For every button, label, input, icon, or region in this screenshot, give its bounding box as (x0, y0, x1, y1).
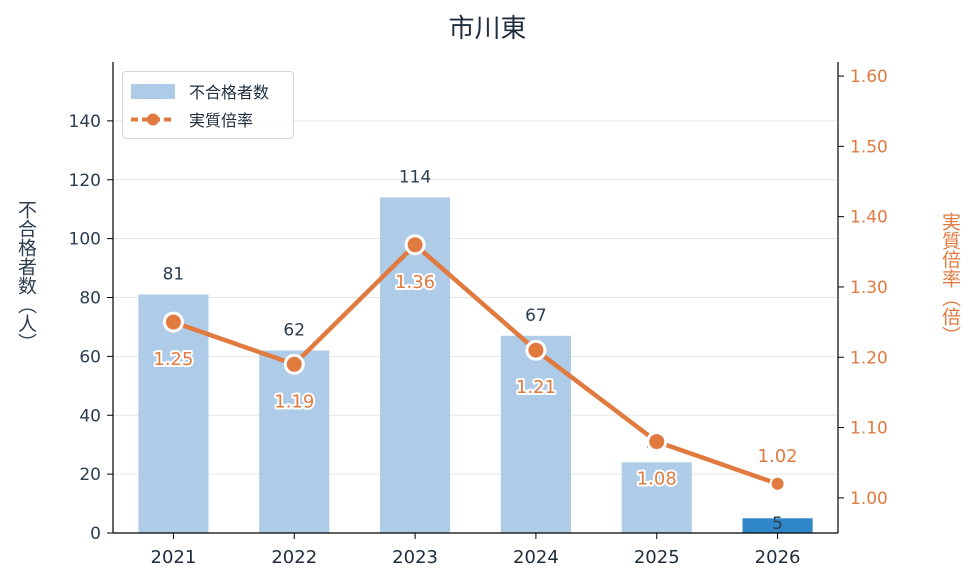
bar-value-label: 67 (525, 306, 547, 326)
y-tick-label: 80 (79, 289, 101, 309)
y2-tick-label: 1.60 (850, 67, 888, 87)
y2-tick-label: 1.40 (850, 208, 888, 228)
legend-line-label: 実質倍率 (189, 111, 254, 130)
y-tick-label: 60 (79, 347, 101, 367)
ratio-marker (525, 339, 547, 361)
bar-value-label: 62 (283, 320, 305, 340)
legend-bar-swatch (131, 83, 175, 99)
ratio-marker (646, 431, 668, 453)
legend-line-swatch (131, 112, 175, 127)
y-tick-label: 0 (90, 524, 101, 544)
y2-tick-label: 1.30 (850, 278, 888, 298)
ratio-marker (404, 234, 426, 256)
ratio-value-label: 1.25 (153, 349, 193, 370)
bar (138, 294, 209, 533)
ratio-value-label: 1.21 (516, 377, 556, 398)
bar-value-label: 5 (772, 514, 783, 534)
bar (742, 518, 813, 533)
legend: 不合格者数 実質倍率 (122, 71, 294, 139)
bar-value-label: 114 (399, 167, 431, 187)
y-axis-right-label: 実質倍率（倍） (939, 212, 961, 345)
y-tick-label: 140 (69, 112, 101, 132)
ratio-marker (769, 475, 786, 492)
ratio-value-label: 1.36 (395, 272, 435, 293)
x-tick-label: 2026 (755, 547, 801, 568)
x-tick-label: 2023 (392, 547, 438, 568)
bar (621, 462, 692, 533)
ratio-value-label: 1.08 (637, 469, 677, 490)
ratio-value-label: 1.19 (274, 391, 314, 412)
y2-tick-label: 1.00 (850, 489, 888, 509)
bar (259, 350, 330, 533)
bar-value-label: 81 (163, 265, 185, 285)
legend-item-line: 実質倍率 (131, 107, 253, 131)
legend-bar-label: 不合格者数 (189, 83, 270, 102)
x-tick-label: 2024 (513, 547, 559, 568)
ratio-marker (162, 311, 184, 333)
x-tick-label: 2021 (151, 547, 197, 568)
chart-title: 市川東 (448, 14, 527, 44)
x-tick-label: 2022 (271, 547, 317, 568)
y-tick-label: 40 (79, 406, 101, 426)
ratio-line (172, 242, 779, 486)
y2-tick-label: 1.50 (850, 137, 888, 157)
legend-item-bar: 不合格者数 (131, 79, 269, 103)
y-tick-label: 20 (79, 465, 101, 485)
ratio-marker (283, 353, 305, 375)
y-axis-left-label: 不合格者数（人） (15, 200, 37, 352)
y2-tick-label: 1.10 (850, 419, 888, 439)
y-tick-label: 120 (69, 171, 101, 191)
y-tick-label: 100 (69, 230, 101, 250)
y2-tick-label: 1.20 (850, 348, 888, 368)
bar (500, 335, 571, 533)
ratio-value-label: 1.02 (758, 446, 798, 467)
x-tick-label: 2025 (634, 547, 680, 568)
